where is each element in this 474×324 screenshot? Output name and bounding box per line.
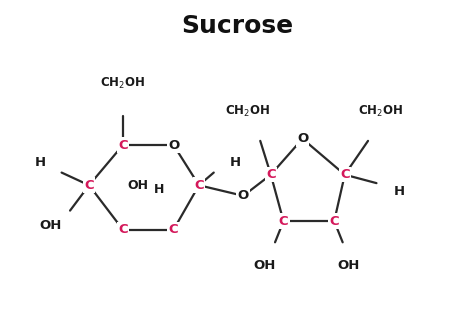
Text: O: O bbox=[168, 139, 179, 152]
Text: CH$_2$OH: CH$_2$OH bbox=[100, 76, 146, 91]
Text: CH$_2$OH: CH$_2$OH bbox=[358, 104, 403, 119]
Text: C: C bbox=[84, 179, 94, 192]
Text: C: C bbox=[118, 223, 128, 236]
Text: OH: OH bbox=[40, 219, 62, 232]
Text: OH: OH bbox=[253, 259, 276, 272]
Text: OH: OH bbox=[338, 259, 360, 272]
Text: C: C bbox=[329, 215, 339, 228]
Text: H: H bbox=[154, 183, 164, 196]
Text: C: C bbox=[279, 215, 288, 228]
Text: O: O bbox=[238, 189, 249, 202]
Text: C: C bbox=[266, 168, 275, 181]
Text: Sucrose: Sucrose bbox=[181, 14, 293, 38]
Text: C: C bbox=[340, 168, 350, 181]
Text: C: C bbox=[169, 223, 178, 236]
Text: C: C bbox=[118, 139, 128, 152]
Text: OH: OH bbox=[127, 179, 148, 192]
Text: CH$_2$OH: CH$_2$OH bbox=[225, 104, 270, 119]
Text: C: C bbox=[194, 179, 204, 192]
Text: H: H bbox=[229, 156, 240, 168]
Text: H: H bbox=[35, 156, 46, 168]
Text: H: H bbox=[394, 185, 405, 198]
Text: O: O bbox=[297, 132, 308, 145]
